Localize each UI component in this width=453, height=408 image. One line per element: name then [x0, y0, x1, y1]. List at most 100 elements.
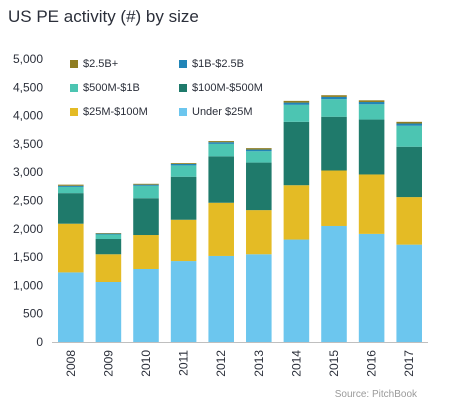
- legend-swatch: [70, 60, 78, 68]
- bar-segment: [58, 272, 84, 342]
- y-tick-label: 2,000: [13, 222, 43, 236]
- y-tick-label: 4,500: [13, 80, 43, 94]
- bar-segment: [133, 183, 159, 185]
- bar-segment: [358, 119, 385, 175]
- y-tick-label: 2,500: [13, 194, 43, 208]
- bar-segment: [58, 184, 84, 186]
- bar-segment: [283, 121, 310, 186]
- legend-item: $100M-$500M: [179, 82, 263, 94]
- bar-segment: [170, 163, 197, 166]
- bar-segment: [170, 219, 197, 262]
- bar-segment: [133, 235, 159, 269]
- bar-segment: [95, 238, 122, 255]
- bar-segment: [208, 143, 234, 157]
- bar-segment: [358, 174, 385, 234]
- legend-item: Under $25M: [179, 106, 253, 118]
- bar-segment: [246, 151, 272, 163]
- bar-segment: [396, 123, 422, 126]
- legend-item: $500M-$1B: [70, 82, 140, 94]
- bar-segment: [95, 233, 122, 234]
- x-tick-label: 2009: [101, 350, 115, 377]
- bar-segment: [321, 99, 347, 117]
- bar-segment: [208, 255, 234, 342]
- bar-segment: [208, 202, 234, 256]
- bar-segment: [133, 268, 159, 342]
- x-tick-label: 2017: [402, 350, 416, 377]
- x-tick-label: 2011: [177, 350, 191, 376]
- bar-segment: [283, 104, 310, 122]
- bar-segment: [170, 261, 197, 342]
- bar-segment: [283, 100, 310, 103]
- bar-segment: [95, 234, 122, 239]
- bar-segment: [396, 197, 422, 245]
- y-tick-label: 500: [23, 307, 43, 321]
- x-tick-label: 2008: [64, 350, 78, 377]
- legend-label: $100M-$500M: [192, 82, 263, 94]
- bar-segment: [321, 170, 347, 226]
- chart-title: US PE activity (#) by size: [8, 7, 199, 26]
- bar-segment: [170, 165, 197, 177]
- bar-segment: [321, 116, 347, 171]
- bar-segment: [133, 184, 159, 186]
- y-tick-label: 1,000: [13, 278, 43, 292]
- legend-item: $25M-$100M: [70, 106, 148, 118]
- bar-segment: [321, 95, 347, 97]
- legend-label: Under $25M: [192, 106, 253, 118]
- bar-segment: [58, 223, 84, 273]
- x-tick-label: 2016: [365, 350, 379, 377]
- legend-swatch: [179, 84, 187, 92]
- legend-swatch: [179, 60, 187, 68]
- y-tick-label: 3,500: [13, 137, 43, 151]
- bar-segment: [396, 121, 422, 124]
- legend-item: $1B-$2.5B: [179, 58, 244, 70]
- bar-segment: [170, 163, 197, 164]
- y-tick-label: 0: [36, 335, 43, 349]
- bar-segment: [58, 186, 84, 194]
- legend-label: $500M-$1B: [83, 82, 140, 94]
- y-tick-label: 5,000: [13, 52, 43, 66]
- x-tick-label: 2012: [214, 350, 228, 377]
- legend-swatch: [70, 84, 78, 92]
- legend-swatch: [179, 108, 187, 116]
- x-tick-label: 2013: [252, 350, 266, 377]
- bar-segment: [321, 225, 347, 342]
- bar-segment: [358, 102, 385, 105]
- bar-segment: [208, 156, 234, 203]
- x-tick-label: 2014: [289, 350, 303, 377]
- bar-segment: [246, 148, 272, 150]
- bar-segment: [133, 185, 159, 199]
- y-tick-label: 1,500: [13, 250, 43, 264]
- bar-segment: [358, 104, 385, 120]
- legend-swatch: [70, 108, 78, 116]
- x-tick-label: 2010: [139, 350, 153, 377]
- bar-segment: [133, 198, 159, 236]
- y-tick-label: 3,000: [13, 165, 43, 179]
- bar-segment: [170, 176, 197, 220]
- bar-segment: [246, 210, 272, 255]
- bar-segment: [246, 254, 272, 342]
- bar-segment: [283, 185, 310, 240]
- bar-segment: [95, 282, 122, 342]
- bar-segment: [396, 244, 422, 342]
- bar-segment: [358, 100, 385, 103]
- bar-segment: [58, 185, 84, 187]
- bar-segment: [208, 142, 234, 144]
- bar-segment: [358, 233, 385, 342]
- bar-segment: [283, 239, 310, 342]
- bar-segment: [95, 254, 122, 282]
- bar-segment: [246, 162, 272, 211]
- bar-segment: [283, 102, 310, 105]
- bar-segment: [396, 146, 422, 198]
- bar-segment: [321, 96, 347, 100]
- y-tick-label: 4,000: [13, 109, 43, 123]
- bar-segment: [246, 149, 272, 152]
- legend-label: $25M-$100M: [83, 106, 148, 118]
- bar-segment: [396, 125, 422, 147]
- bar-segment: [208, 141, 234, 143]
- bar-segment: [58, 193, 84, 224]
- legend-label: $1B-$2.5B: [192, 58, 244, 70]
- bar-segment: [95, 233, 122, 235]
- legend-label: $2.5B+: [83, 58, 119, 70]
